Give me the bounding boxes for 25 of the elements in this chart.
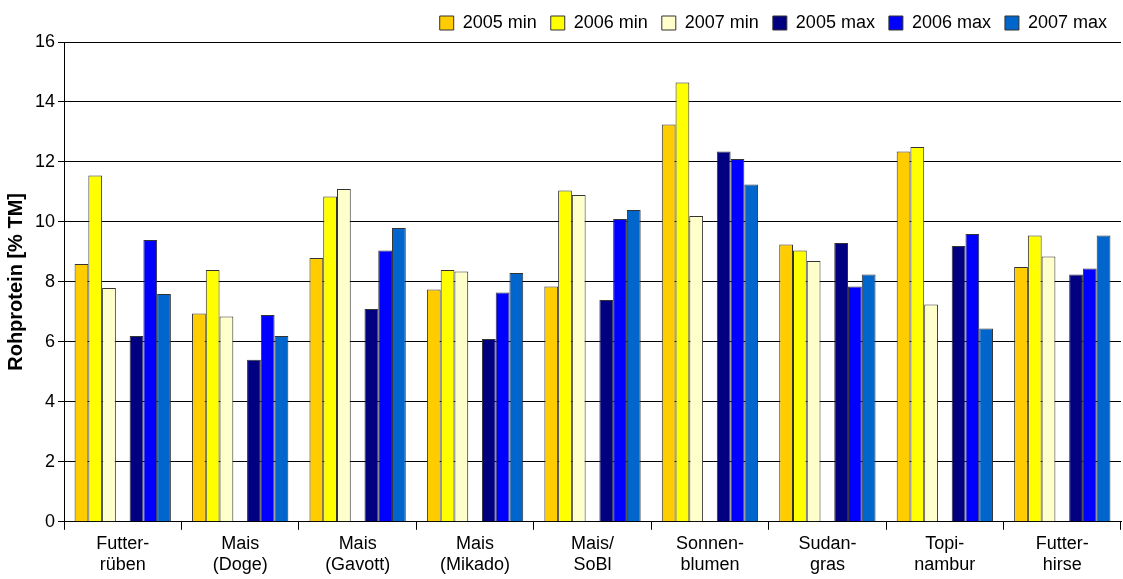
x-tick-label: Mais/ SoBl <box>571 532 615 575</box>
y-axis-title: Rohprotein [% TM] <box>3 193 26 371</box>
legend-label: 2007 min <box>684 11 759 32</box>
x-tick-label: Sonnen- blumen <box>675 532 744 575</box>
x-tick-label: Mais (Doge) <box>212 532 268 575</box>
x-tick-label: Mais (Gavott) <box>325 532 391 575</box>
y-tick-label: 4 <box>45 390 56 411</box>
y-tick-label: 8 <box>45 270 56 291</box>
y-tick-label: 16 <box>34 30 56 51</box>
y-tick-label: 12 <box>34 150 56 171</box>
x-tick-label: Mais (Mikado) <box>440 532 511 575</box>
x-tick-label: Sudan- gras <box>798 532 857 575</box>
y-tick-label: 14 <box>34 90 56 111</box>
y-tick-label: 0 <box>45 510 56 531</box>
legend-label: 2005 max <box>795 11 875 32</box>
x-tick-label: Futter- hirse <box>1035 532 1089 575</box>
legend-label: 2005 min <box>462 11 537 32</box>
y-tick-label: 6 <box>45 330 56 351</box>
x-tick-label: Futter- rüben <box>96 532 150 575</box>
legend-label: 2007 max <box>1027 11 1108 32</box>
legend-label: 2006 max <box>911 11 991 32</box>
y-tick-label: 10 <box>34 210 56 231</box>
y-tick-label: 2 <box>45 450 56 471</box>
legend-label: 2006 min <box>573 11 648 32</box>
x-tick-label: Topi- nambur <box>914 532 976 575</box>
